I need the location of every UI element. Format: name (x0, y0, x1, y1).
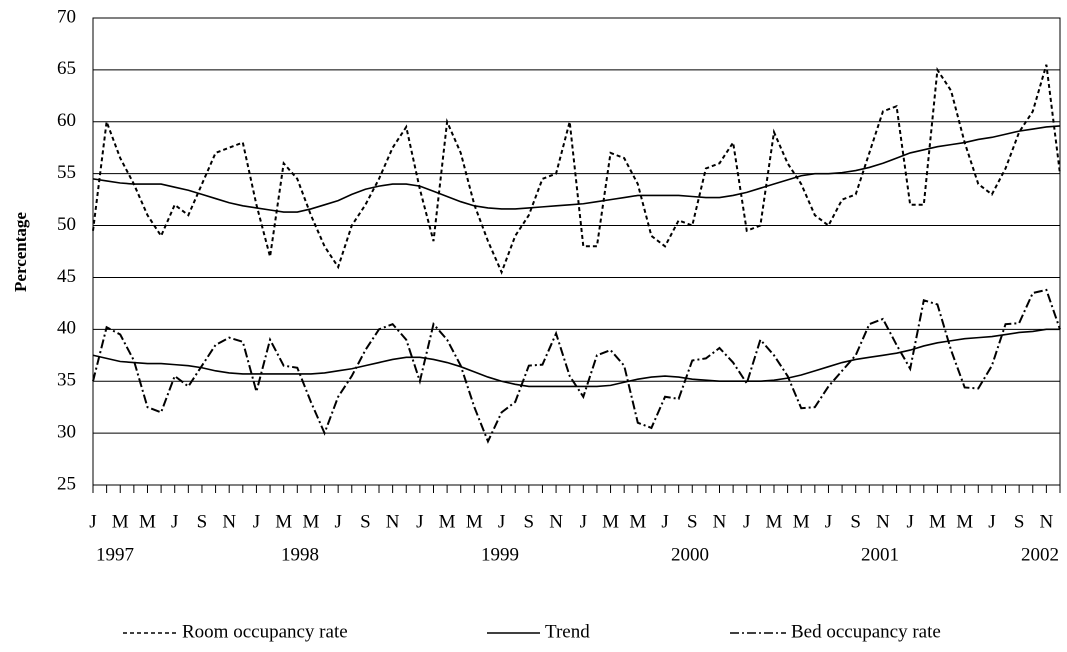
x-tick-label: M (793, 511, 810, 532)
x-tick-label: J (171, 511, 178, 532)
year-label: 1999 (481, 544, 519, 565)
x-tick-label: J (253, 511, 260, 532)
x-tick-label: S (687, 511, 698, 532)
x-tick-label: M (302, 511, 319, 532)
x-tick-label: S (197, 511, 208, 532)
x-tick-label: M (275, 511, 292, 532)
x-tick-label: M (466, 511, 483, 532)
x-tick-label: M (602, 511, 619, 532)
year-label: 1997 (96, 544, 134, 565)
y-tick-label: 55 (57, 162, 76, 183)
legend-label: Room occupancy rate (182, 621, 348, 642)
y-tick-label: 30 (57, 421, 76, 442)
x-tick-label: J (89, 511, 96, 532)
legend-label: Trend (545, 621, 590, 642)
y-tick-label: 70 (57, 6, 76, 27)
x-tick-label: N (386, 511, 400, 532)
year-label: 2000 (671, 544, 709, 565)
year-label: 2002 (1021, 544, 1059, 565)
y-tick-label: 40 (57, 318, 76, 339)
x-tick-label: N (713, 511, 727, 532)
trend-line (92, 125, 1061, 213)
x-tick-label: J (416, 511, 423, 532)
x-tick-label: M (929, 511, 946, 532)
year-label: 2001 (861, 544, 899, 565)
plot-frame (92, 17, 1061, 486)
year-label: 1998 (281, 544, 319, 565)
y-axis-label: Percentage (11, 212, 30, 292)
data-line (92, 288, 1061, 444)
y-tick-label: 25 (57, 473, 76, 494)
x-tick-label: M (766, 511, 783, 532)
y-tick-label: 35 (57, 370, 76, 391)
trend-line (92, 328, 1060, 388)
x-tick-label: M (112, 511, 129, 532)
x-tick-label: M (139, 511, 156, 532)
x-tick-label: M (439, 511, 456, 532)
y-tick-label: 60 (57, 110, 76, 131)
x-tick-label: J (988, 511, 995, 532)
data-line (92, 64, 1061, 275)
x-tick-label: J (825, 511, 832, 532)
x-tick-label: N (876, 511, 890, 532)
x-tick-label: J (906, 511, 913, 532)
x-tick-label: M (629, 511, 646, 532)
x-tick-label: J (498, 511, 505, 532)
x-tick-label: J (580, 511, 587, 532)
legend-label: Bed occupancy rate (791, 621, 941, 642)
x-tick-label: J (743, 511, 750, 532)
x-tick-label: N (1040, 511, 1054, 532)
y-tick-label: 45 (57, 266, 76, 287)
y-tick-label: 65 (57, 58, 76, 79)
x-tick-label: S (524, 511, 535, 532)
y-tick-label: 50 (57, 214, 76, 235)
x-tick-label: J (661, 511, 668, 532)
x-tick-label: S (1014, 511, 1025, 532)
x-tick-label: N (549, 511, 563, 532)
x-tick-label: J (334, 511, 341, 532)
x-tick-label: N (222, 511, 236, 532)
x-tick-label: S (850, 511, 861, 532)
x-tick-label: M (956, 511, 973, 532)
x-tick-label: S (360, 511, 371, 532)
